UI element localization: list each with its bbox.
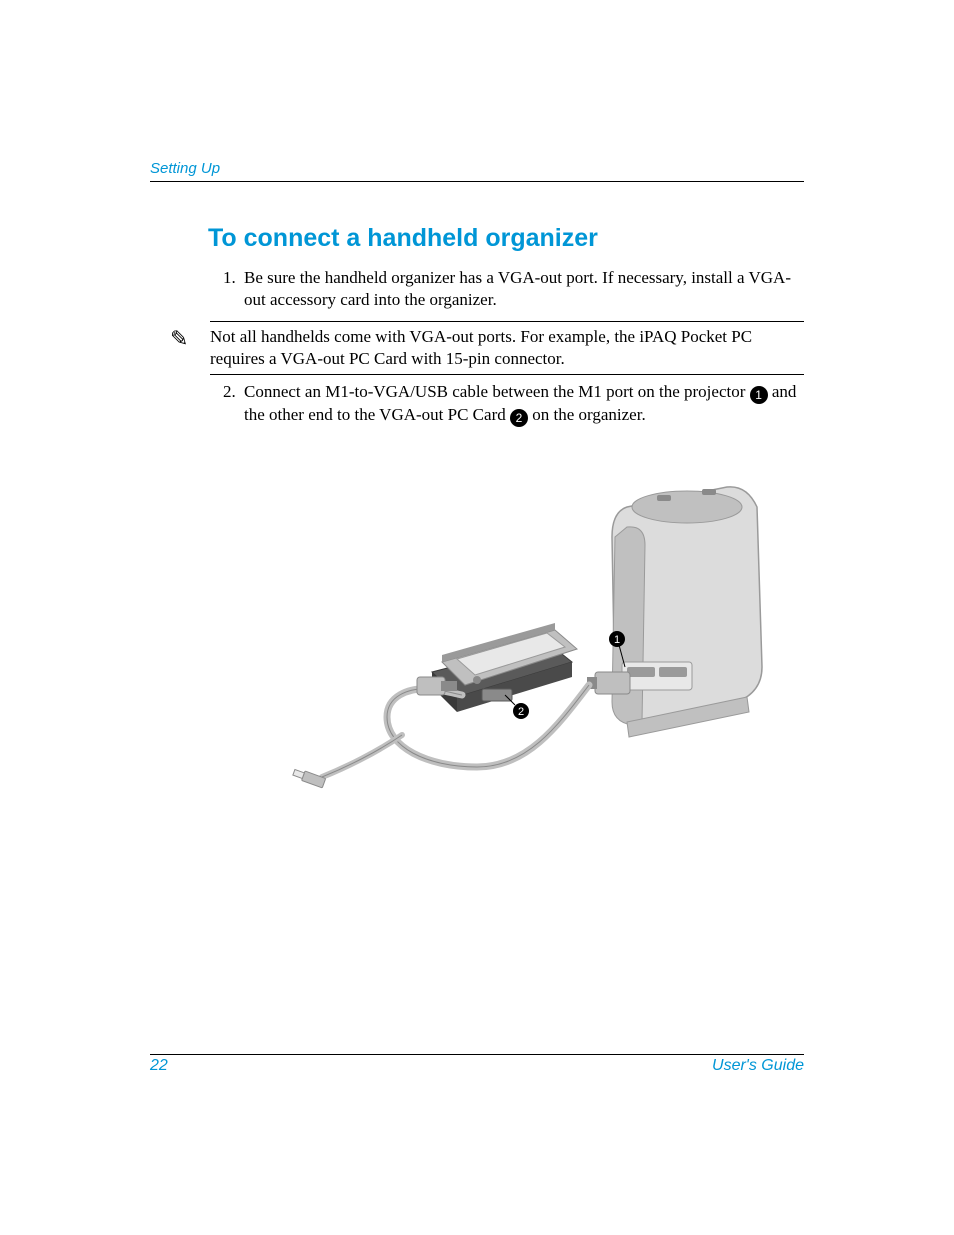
note-rule-top: [210, 321, 804, 322]
figure-callout-2-label: 2: [518, 706, 524, 718]
page: Setting Up To connect a handheld organiz…: [0, 0, 954, 1235]
note-icon: ✎: [170, 326, 210, 350]
footer: 22 User's Guide: [150, 1054, 804, 1075]
note-block: ✎ Not all handhelds come with VGA-out po…: [170, 321, 804, 375]
step-2-text-c: on the organizer.: [532, 405, 645, 424]
doc-title: User's Guide: [712, 1057, 804, 1075]
running-head: Setting Up: [150, 160, 804, 177]
step-2: Connect an M1-to-VGA/USB cable between t…: [240, 381, 804, 427]
handheld-organizer: [432, 623, 577, 712]
callout-1-inline: 1: [750, 386, 768, 404]
page-number: 22: [150, 1057, 168, 1075]
projector: [587, 487, 762, 737]
callout-2-inline: 2: [510, 409, 528, 427]
step-list-2: Connect an M1-to-VGA/USB cable between t…: [210, 381, 804, 427]
note-text: Not all handhelds come with VGA-out port…: [210, 326, 804, 370]
step-list: Be sure the handheld organizer has a VGA…: [210, 267, 804, 311]
cable: [292, 677, 589, 788]
header-rule: [150, 181, 804, 182]
footer-rule: [150, 1054, 804, 1055]
step-1: Be sure the handheld organizer has a VGA…: [240, 267, 804, 311]
figure: 1 2: [210, 467, 804, 807]
note-rule-bottom: [210, 374, 804, 375]
figure-callout-1-label: 1: [614, 634, 620, 646]
figure-svg: 1 2: [227, 467, 787, 807]
step-2-text-a: Connect an M1-to-VGA/USB cable between t…: [244, 382, 750, 401]
section-title: To connect a handheld organizer: [208, 224, 804, 253]
figure-callout-2: 2: [505, 695, 529, 719]
